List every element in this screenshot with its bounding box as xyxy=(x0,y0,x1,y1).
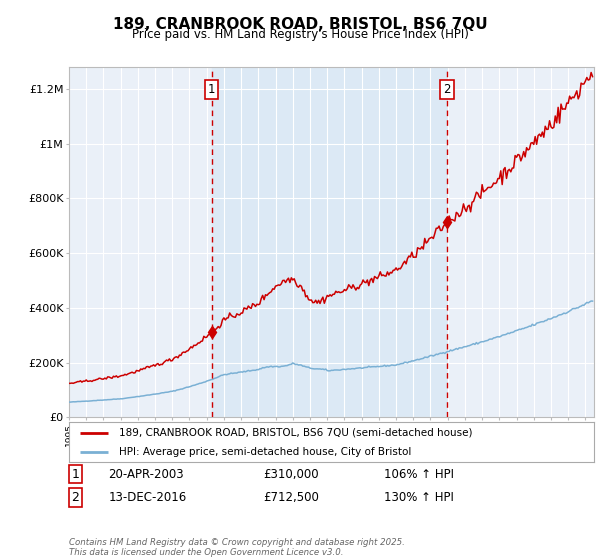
Text: 189, CRANBROOK ROAD, BRISTOL, BS6 7QU (semi-detached house): 189, CRANBROOK ROAD, BRISTOL, BS6 7QU (s… xyxy=(119,428,472,438)
Text: 1: 1 xyxy=(71,468,79,480)
Text: 1: 1 xyxy=(208,83,215,96)
Text: £310,000: £310,000 xyxy=(263,468,319,480)
Text: 130% ↑ HPI: 130% ↑ HPI xyxy=(384,491,454,504)
Text: Contains HM Land Registry data © Crown copyright and database right 2025.
This d: Contains HM Land Registry data © Crown c… xyxy=(69,538,405,557)
Text: 20-APR-2003: 20-APR-2003 xyxy=(109,468,184,480)
Text: £712,500: £712,500 xyxy=(263,491,319,504)
Text: 189, CRANBROOK ROAD, BRISTOL, BS6 7QU: 189, CRANBROOK ROAD, BRISTOL, BS6 7QU xyxy=(113,17,487,32)
Text: HPI: Average price, semi-detached house, City of Bristol: HPI: Average price, semi-detached house,… xyxy=(119,447,411,457)
Bar xyxy=(212,67,447,417)
Text: 13-DEC-2016: 13-DEC-2016 xyxy=(109,491,187,504)
Text: Price paid vs. HM Land Registry's House Price Index (HPI): Price paid vs. HM Land Registry's House … xyxy=(131,28,469,41)
Text: 2: 2 xyxy=(71,491,79,504)
Text: 106% ↑ HPI: 106% ↑ HPI xyxy=(384,468,454,480)
Text: 2: 2 xyxy=(443,83,451,96)
